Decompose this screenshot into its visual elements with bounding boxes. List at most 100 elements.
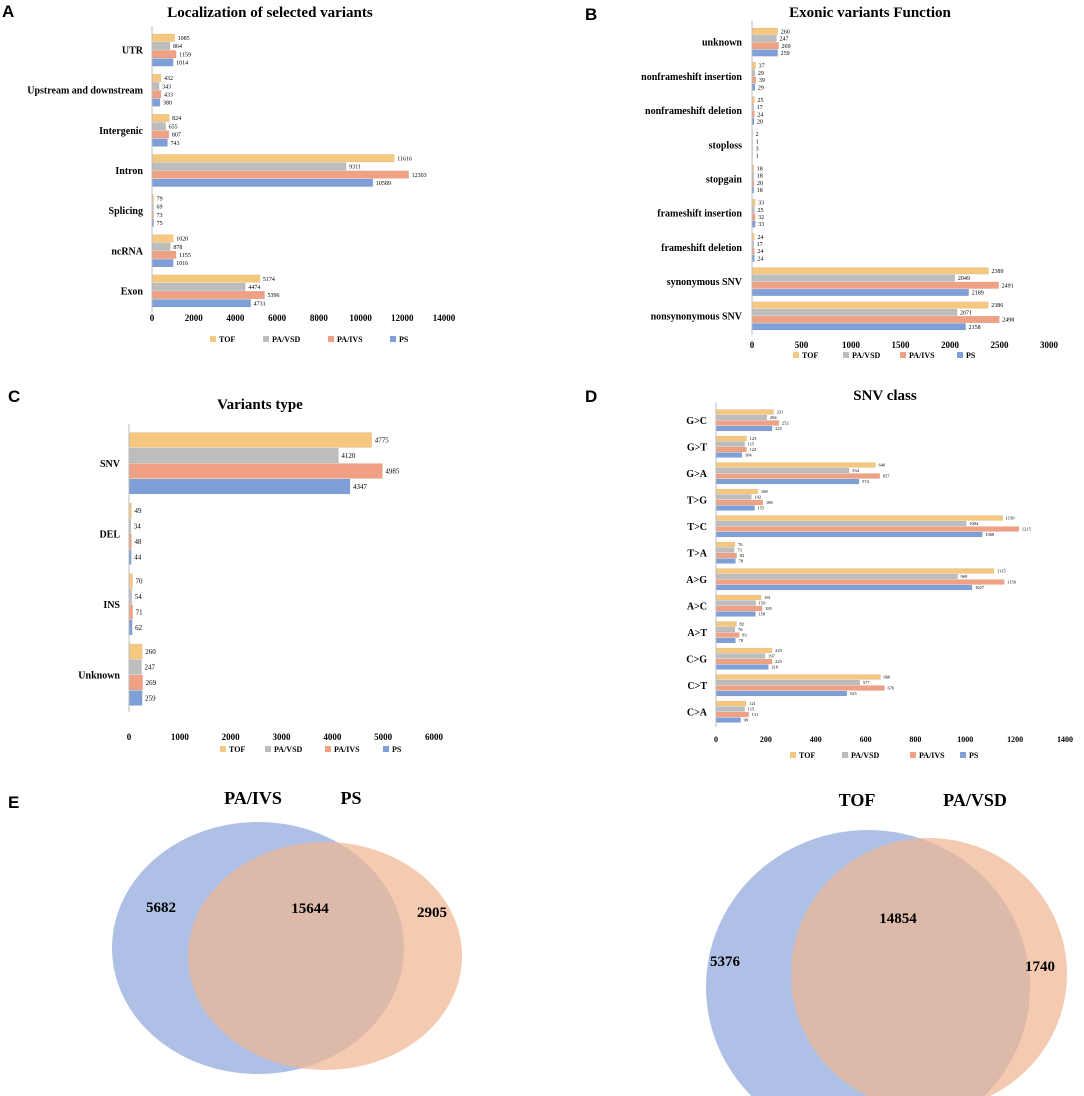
bar-pa-ivs-utr xyxy=(151,50,177,59)
data-label-tof-unknown: 260 xyxy=(781,29,790,35)
data-label-tof-ncrna: 1020 xyxy=(176,237,188,243)
bar-ps-a-c xyxy=(715,611,756,617)
data-label-pa-ivs-del: 48 xyxy=(134,538,142,546)
legend-swatch-pa-ivs xyxy=(325,746,331,752)
data-label-pa-vsd-intron: 9311 xyxy=(349,165,361,171)
data-label-tof-g-c: 231 xyxy=(777,410,784,415)
category-label-g-a: G>A xyxy=(686,469,707,480)
bar-tof-nonsynonymous-snv xyxy=(751,301,989,309)
data-label-ps-t-c: 1068 xyxy=(985,532,995,537)
data-label-pa-vsd-a-g: 969 xyxy=(961,574,969,579)
bar-ps-a-t xyxy=(715,637,736,644)
legend-swatch-pa-vsd xyxy=(263,336,269,342)
data-label-pa-ivs-intergenic: 807 xyxy=(172,133,181,139)
bar-pa-ivs-exon xyxy=(151,291,265,300)
legend-swatch-ps xyxy=(957,352,963,358)
venn-count-left-only-1: 5682 xyxy=(146,900,176,916)
data-label-ps-snv: 4347 xyxy=(353,483,368,491)
data-label-tof-stoploss: 2 xyxy=(756,132,759,138)
data-label-ps-del: 44 xyxy=(134,554,142,562)
x-tick-label-5000: 5000 xyxy=(374,732,393,742)
bar-ps-unknown xyxy=(128,690,143,706)
data-label-pa-ivs-t-c: 1215 xyxy=(1022,527,1032,532)
legend-label-pa-ivs: PA/IVS xyxy=(337,335,363,344)
legend-label-pa-vsd: PA/VSD xyxy=(851,751,880,760)
bar-tof-intron xyxy=(151,154,395,163)
bar-tof-intergenic xyxy=(151,114,170,123)
data-label-tof-nonsynonymous-snv: 2386 xyxy=(991,303,1003,309)
data-label-ps-frameshift-deletion: 24 xyxy=(757,256,763,262)
x-tick-label-1000: 1000 xyxy=(171,732,190,742)
bar-pa-ivs-intergenic xyxy=(151,130,170,139)
bar-pa-ivs-unknown xyxy=(751,42,779,50)
data-label-ps-g-a: 574 xyxy=(862,479,870,484)
data-label-ps-a-g: 1027 xyxy=(975,585,985,590)
data-label-pa-vsd-c-g: 197 xyxy=(768,654,776,659)
bar-ps-a-g xyxy=(715,584,973,591)
x-tick-label-0: 0 xyxy=(150,313,155,323)
bar-tof-exon xyxy=(151,274,261,283)
data-label-pa-ivs-c-a: 131 xyxy=(752,712,759,717)
legend-label-pa-ivs: PA/IVS xyxy=(909,351,935,360)
category-label-intron: Intron xyxy=(115,166,143,177)
data-label-pa-vsd-exon: 4474 xyxy=(248,285,260,291)
bar-ps-upstream-and-downstream xyxy=(151,98,161,107)
x-tick-label-400: 400 xyxy=(810,735,822,744)
data-label-pa-vsd-splicing: 69 xyxy=(156,205,162,211)
bar-pa-vsd-c-a xyxy=(715,706,745,712)
category-label-t-a: T>A xyxy=(687,548,707,559)
data-label-pa-ivs-g-c: 252 xyxy=(782,421,789,426)
data-label-pa-vsd-unknown: 247 xyxy=(145,664,156,672)
category-label-del: DEL xyxy=(99,529,120,540)
legend-label-ps: PS xyxy=(969,751,979,760)
bar-pa-vsd-nonsynonymous-snv xyxy=(751,308,958,316)
data-label-tof-g-t: 123 xyxy=(750,436,758,441)
data-label-ps-splicing: 75 xyxy=(157,221,163,227)
data-label-ps-utr: 1014 xyxy=(176,61,188,67)
bar-pa-ivs-c-a xyxy=(715,711,749,718)
data-label-pa-ivs-t-g: 188 xyxy=(766,500,774,505)
x-tick-label-1000: 1000 xyxy=(957,735,973,744)
data-label-tof-t-g: 168 xyxy=(761,489,769,494)
data-label-tof-nonframeshift-deletion: 25 xyxy=(757,98,763,104)
bar-ps-c-t xyxy=(715,690,848,697)
bar-pa-ivs-ncrna xyxy=(151,250,177,259)
bar-tof-unknown xyxy=(751,27,778,35)
x-tick-label-1500: 1500 xyxy=(892,340,911,350)
data-label-tof-a-t: 82 xyxy=(739,622,744,627)
data-label-tof-t-c: 1150 xyxy=(1006,516,1016,521)
bar-pa-ivs-synonymous-snv xyxy=(751,281,999,289)
data-label-pa-vsd-c-t: 577 xyxy=(863,680,871,685)
bar-ps-synonymous-snv xyxy=(751,288,969,296)
data-label-tof-g-a: 640 xyxy=(879,463,887,468)
data-label-tof-intergenic: 824 xyxy=(172,116,181,122)
x-tick-label-2000: 2000 xyxy=(222,732,241,742)
legend-swatch-tof xyxy=(220,746,226,752)
data-label-ps-c-g: 210 xyxy=(771,665,779,670)
legend-label-tof: TOF xyxy=(802,351,818,360)
legend-label-tof: TOF xyxy=(799,751,815,760)
bar-pa-ivs-c-t xyxy=(715,685,885,691)
legend-label-pa-vsd: PA/VSD xyxy=(852,351,881,360)
data-label-pa-vsd-intergenic: 655 xyxy=(169,124,178,130)
bar-pa-vsd-a-t xyxy=(715,626,736,633)
category-label-unknown: unknown xyxy=(702,38,742,49)
bar-pa-ivs-t-a xyxy=(715,552,737,559)
data-label-tof-nonframeshift-insertion: 37 xyxy=(759,64,765,70)
bar-pa-ivs-nonframeshift-insertion xyxy=(751,76,757,84)
data-label-pa-ivs-ncrna: 1155 xyxy=(179,253,191,259)
bar-pa-ivs-c-g xyxy=(715,658,773,665)
bar-ps-exon xyxy=(151,299,251,308)
category-label-intergenic: Intergenic xyxy=(99,126,143,137)
chart-exonic-function: Exonic variants Function unknown 260 247269… xyxy=(641,5,1058,360)
venn-label-ps: PS xyxy=(340,788,361,808)
category-label-g-c: G>C xyxy=(686,416,707,427)
venn-label-pa-vsd: PA/VSD xyxy=(943,790,1007,810)
bar-pa-vsd-unknown xyxy=(128,659,142,675)
category-label-nonsynonymous-snv: nonsynonymous SNV xyxy=(651,311,743,322)
category-label-stoploss: stoploss xyxy=(709,140,742,151)
data-label-pa-ivs-utr: 1159 xyxy=(179,52,191,58)
data-label-pa-ivs-t-a: 83 xyxy=(740,553,745,558)
x-tick-label-200: 200 xyxy=(760,735,772,744)
data-label-pa-ivs-frameshift-insertion: 32 xyxy=(758,215,764,221)
